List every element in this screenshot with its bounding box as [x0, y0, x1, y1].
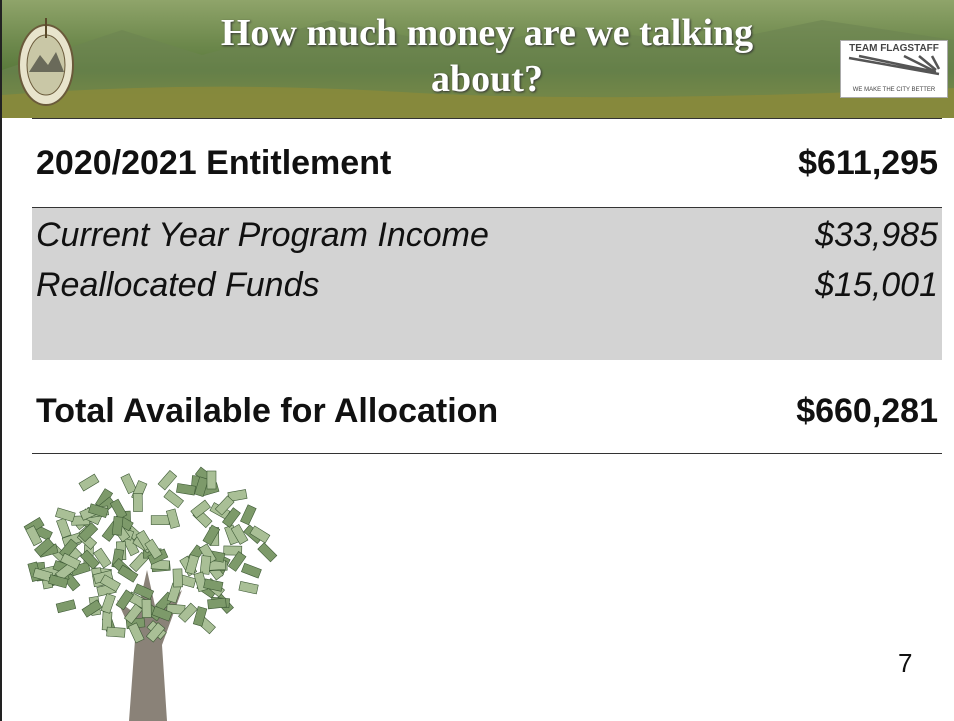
row-value: $660,281 — [796, 392, 938, 431]
row-value: $611,295 — [798, 144, 938, 183]
bill — [107, 627, 126, 637]
row-label: 2020/2021 Entitlement — [36, 144, 391, 183]
row-value: $33,985 — [815, 216, 938, 255]
bill — [207, 471, 216, 489]
logo-rays — [844, 54, 944, 76]
slide: How much money are we talking about? TEA… — [0, 0, 954, 721]
bill — [56, 600, 76, 613]
bill — [240, 505, 256, 525]
bill — [55, 508, 75, 522]
logo-tagline: WE MAKE THE CITY BETTER — [841, 87, 947, 93]
header-banner: How much money are we talking about? TEA… — [2, 0, 954, 118]
bill — [239, 581, 258, 594]
logo-name: TEAM FLAGSTAFF — [841, 43, 947, 54]
bill — [79, 474, 99, 491]
row-label: Total Available for Allocation — [36, 392, 498, 431]
money-tree — [17, 450, 282, 721]
bill — [133, 493, 142, 511]
slide-title: How much money are we talking about? — [197, 10, 777, 102]
bill — [56, 518, 71, 538]
row-label: Current Year Program Income — [36, 216, 489, 255]
bill — [112, 516, 123, 535]
money-bills — [24, 467, 277, 643]
team-flagstaff-logo: TEAM FLAGSTAFF WE MAKE THE CITY BETTER — [840, 40, 948, 98]
bill — [208, 598, 227, 609]
bill — [142, 599, 151, 617]
bill — [101, 593, 115, 613]
bill — [110, 499, 127, 519]
page-number: 7 — [898, 648, 912, 679]
bill — [151, 516, 169, 525]
row-value: $15,001 — [815, 266, 938, 305]
city-seal — [16, 10, 76, 110]
bill — [200, 556, 211, 575]
divider — [32, 118, 942, 119]
row-label: Reallocated Funds — [36, 266, 320, 305]
bill — [173, 569, 183, 587]
bill — [241, 563, 261, 578]
bill — [166, 509, 179, 529]
bill — [158, 470, 177, 489]
bill — [258, 543, 277, 562]
